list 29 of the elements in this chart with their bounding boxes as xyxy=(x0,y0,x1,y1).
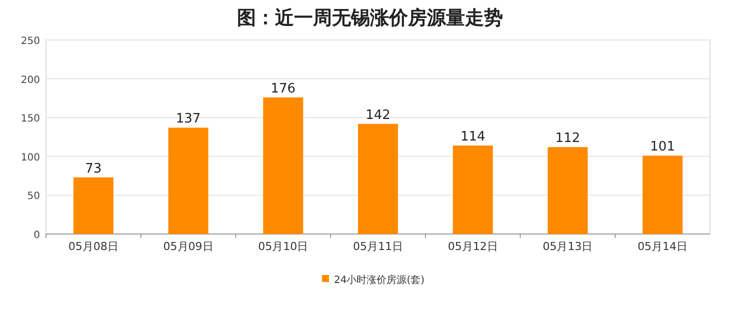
bar xyxy=(452,146,493,234)
bar xyxy=(548,147,588,234)
x-tick-label: 05月11日 xyxy=(353,240,403,253)
y-tick-label: 0 xyxy=(34,230,40,241)
chart-title: 图：近一周无锡涨价房源量走势 xyxy=(237,7,503,29)
bar xyxy=(263,97,304,234)
x-tick-label: 05月08日 xyxy=(68,240,118,253)
data-label: 73 xyxy=(85,161,102,176)
y-tick-label: 50 xyxy=(27,191,40,202)
data-label: 112 xyxy=(555,131,580,146)
x-tick-label: 05月14日 xyxy=(638,240,688,253)
y-tick-label: 150 xyxy=(20,114,40,125)
data-label: 142 xyxy=(366,108,390,123)
x-tick-label: 05月13日 xyxy=(542,240,593,253)
data-label: 114 xyxy=(460,130,486,145)
y-tick-label: 250 xyxy=(20,36,40,47)
legend-label: 24小时涨价房源(套) xyxy=(334,274,425,286)
bar xyxy=(168,128,208,234)
bar xyxy=(73,177,114,234)
data-label: 176 xyxy=(270,81,296,96)
data-label: 137 xyxy=(176,112,201,127)
bar xyxy=(358,124,398,234)
bar xyxy=(642,156,683,234)
y-tick-label: 200 xyxy=(20,74,40,86)
x-tick-label: 05月10日 xyxy=(258,240,308,253)
y-tick-label: 100 xyxy=(20,152,40,164)
x-tick-label: 05月12日 xyxy=(448,240,498,253)
x-tick-label: 05月09日 xyxy=(163,240,214,253)
data-label: 101 xyxy=(650,140,675,155)
